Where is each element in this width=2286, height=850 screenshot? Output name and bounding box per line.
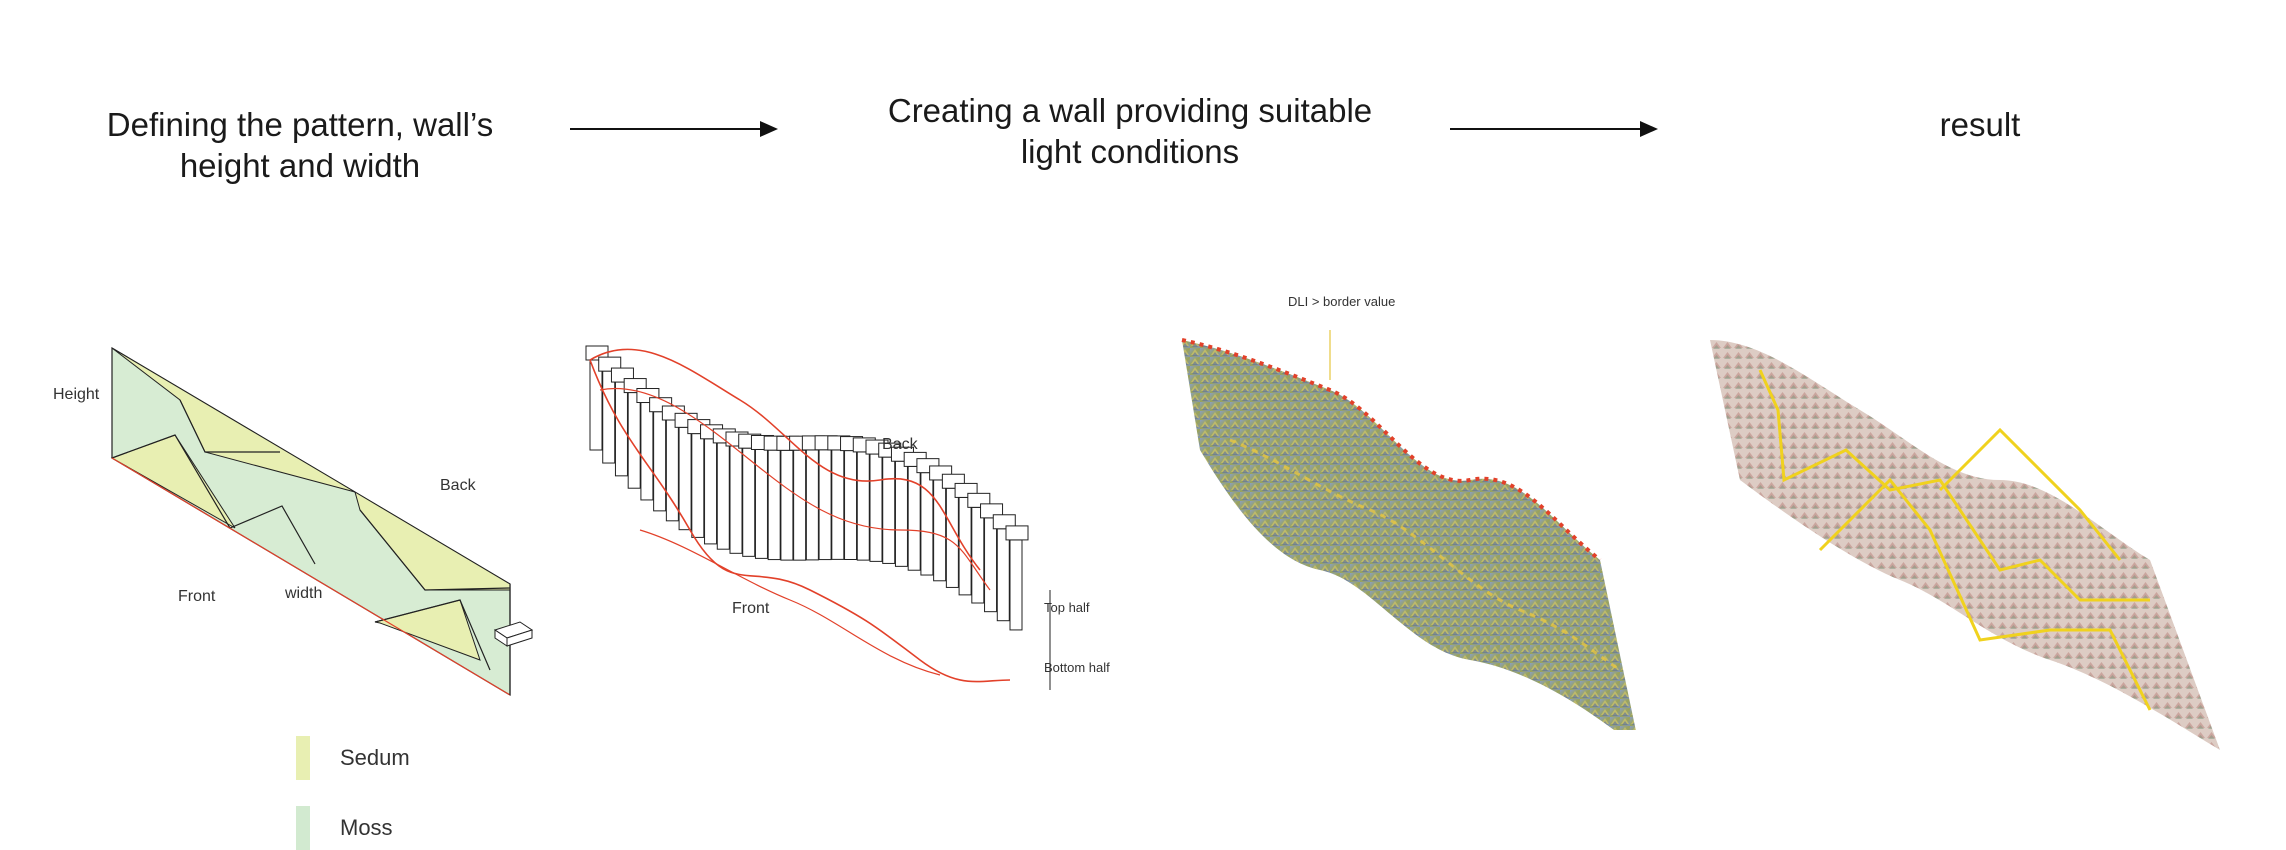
legend-item-moss: Moss: [296, 806, 393, 850]
wall-slat: [716, 442, 730, 550]
wall-slat: [665, 419, 679, 522]
wall-slat-cap: [1005, 525, 1029, 541]
step-3-title: result: [1939, 106, 2021, 143]
wall-slat: [614, 381, 628, 477]
wall-slat: [933, 479, 947, 582]
front-label: Front: [732, 600, 770, 617]
step-2-title: Creating a wall providing suitable light…: [887, 92, 1373, 170]
wall-slat-cap: [992, 514, 1016, 530]
wall-slat: [958, 496, 972, 596]
dli-annotation: DLI > border value: [1288, 294, 1396, 309]
wall-slat: [729, 445, 743, 554]
wall-slat: [831, 449, 845, 560]
moss-swatch: [296, 806, 310, 850]
wall-slat: [780, 449, 794, 561]
wall-slat: [882, 456, 896, 564]
wall-slat: [971, 506, 985, 604]
wall-slat: [704, 438, 718, 545]
wall-slat: [856, 451, 870, 561]
wall-slat: [894, 460, 908, 567]
wall-slat: [869, 453, 883, 562]
wall-slat: [767, 449, 781, 561]
bottom-half-label: Bottom half: [1044, 660, 1110, 675]
wall-slat: [640, 402, 654, 501]
wireframe-wall-diagram: [585, 345, 1051, 690]
wall-outline-bottom: [589, 359, 1011, 683]
wall-slat: [984, 517, 998, 613]
sedum-zone: [354, 490, 511, 591]
wall-slat: [602, 370, 616, 464]
wall-slat: [945, 487, 959, 588]
back-label: Back: [882, 436, 918, 453]
step-1-title: Defining the pattern, wall’s height and …: [106, 106, 494, 184]
pattern-diagram: [110, 346, 534, 697]
back-label: Back: [440, 477, 476, 494]
top-half-label: Top half: [1044, 600, 1090, 615]
wall-outline-top: [589, 348, 981, 571]
wall-slat: [691, 433, 705, 538]
arrow-right-icon: [570, 121, 778, 137]
wall-slat-cap: [585, 345, 609, 361]
sedum-moss-boundary: [1758, 369, 2150, 602]
result-render: [1710, 340, 2220, 750]
light-source-icon: [493, 621, 534, 647]
arrow-right-icon: [1450, 121, 1658, 137]
wall-slat: [1009, 539, 1023, 631]
width-label: width: [285, 585, 323, 602]
dli-simulation-render: [1181, 330, 1636, 730]
legend-item-sedum: Sedum: [296, 736, 410, 780]
wall-slat: [996, 528, 1010, 622]
result-wall-shape: [1710, 340, 2220, 750]
front-label: Front: [178, 588, 216, 605]
sedum-swatch: [296, 736, 310, 780]
wall-slat: [844, 450, 858, 560]
dli-wall-shape: [1182, 340, 1636, 730]
wall-slat: [742, 447, 756, 557]
height-label: Height: [53, 386, 100, 403]
wall-slat: [653, 411, 667, 512]
wall-slat: [793, 449, 807, 561]
